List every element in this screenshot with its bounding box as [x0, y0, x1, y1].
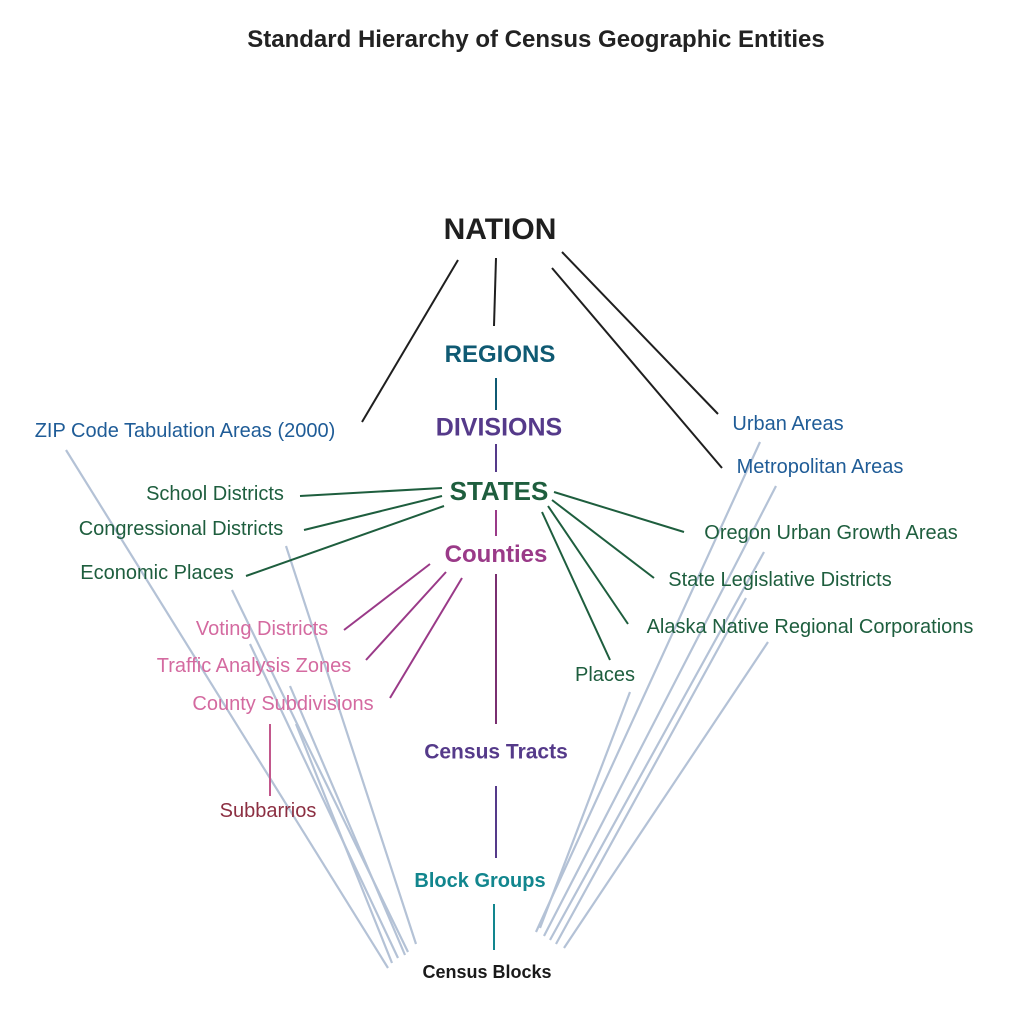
link-places-to-blocks: [538, 691, 632, 929]
node-congressional-districts: Congressional Districts: [78, 518, 284, 540]
links-from-states: [245, 487, 685, 661]
node-economic-places: Economic Places: [80, 562, 234, 584]
link-alaska-anrcs-to-blocks: [563, 641, 769, 949]
link-oregon-ugas-to-blocks: [549, 551, 765, 941]
link-metropolitan-areas-to-blocks: [543, 485, 777, 937]
link-states-to-congressional: [303, 495, 443, 531]
links-to-census-blocks: [65, 441, 777, 969]
node-states: STATES: [449, 476, 549, 506]
node-places: Places: [574, 664, 636, 686]
link-states-to-school-districts: [299, 487, 443, 497]
node-voting-districts: Voting Districts: [195, 618, 329, 640]
node-counties: Counties: [444, 541, 548, 568]
link-voting-districts-to-blocks: [249, 643, 399, 959]
node-school-districts: School Districts: [146, 483, 284, 505]
link-zcta-to-blocks: [65, 449, 389, 969]
links-from-nation: [361, 251, 723, 469]
node-county-subdivisions: County Subdivisions: [192, 693, 374, 715]
link-state-legislative-to-blocks: [555, 597, 747, 945]
link-states-to-places: [541, 511, 611, 661]
node-regions: REGIONS: [444, 341, 556, 368]
link-counties-to-county-subdivisions: [389, 577, 463, 699]
node-urban-areas: Urban Areas: [732, 413, 844, 435]
link-counties-to-taz: [365, 571, 447, 661]
link-urban-areas-to-blocks: [534, 441, 762, 933]
link-congressional-to-blocks: [284, 545, 418, 945]
node-state-legislative-districts: State Legislative Districts: [668, 569, 892, 591]
links-from-counties: [343, 563, 463, 699]
link-nation-to-zcta: [361, 259, 459, 423]
node-divisions: DIVISIONS: [435, 413, 563, 442]
link-states-to-state-legislative: [551, 499, 655, 579]
node-alaska-anrcs: Alaska Native Regional Corporations: [646, 616, 974, 638]
node-census-blocks: Census Blocks: [422, 962, 552, 982]
link-states-to-alaska-anrcs: [547, 505, 629, 625]
link-taz-to-blocks: [288, 685, 407, 956]
link-nation-to-metropolitan-areas: [551, 267, 723, 469]
link-states-to-economic-places: [245, 505, 445, 577]
node-subbarrios: Subbarrios: [219, 800, 317, 822]
link-states-to-oregon-ugas: [553, 491, 685, 533]
node-oregon-ugas: Oregon Urban Growth Areas: [704, 522, 958, 544]
node-metropolitan-areas: Metropolitan Areas: [736, 456, 904, 478]
link-county-subdivisions-to-blocks: [294, 723, 394, 964]
link-nation-to-urban-areas: [561, 251, 719, 415]
node-nation: NATION: [443, 213, 557, 246]
link-nation-to-regions: [493, 257, 497, 327]
link-counties-to-voting-districts: [343, 563, 431, 631]
node-traffic-analysis-zones: Traffic Analysis Zones: [156, 655, 352, 677]
node-block-groups: Block Groups: [414, 870, 546, 892]
diagram-title: Standard Hierarchy of Census Geographic …: [247, 26, 825, 53]
node-zcta: ZIP Code Tabulation Areas (2000): [34, 420, 336, 442]
node-census-tracts: Census Tracts: [424, 740, 568, 764]
